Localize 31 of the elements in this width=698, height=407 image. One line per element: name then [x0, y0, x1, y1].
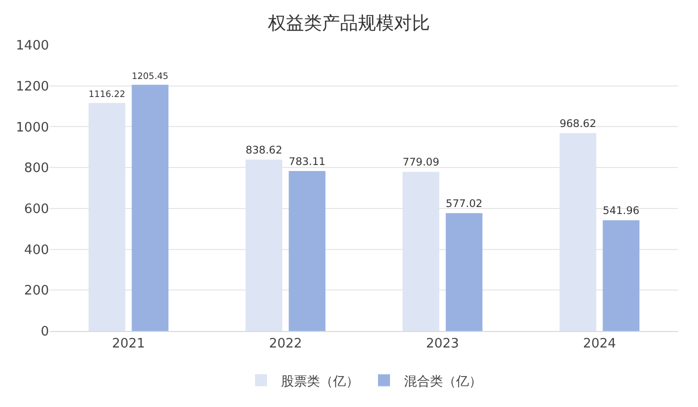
y-tick-label: 400	[24, 242, 49, 258]
data-label: 1116.22	[88, 90, 126, 100]
y-tick-label: 1400	[16, 38, 49, 54]
y-tick-label: 1200	[16, 79, 49, 94]
x-tick-label: 2024	[582, 336, 616, 352]
bar	[446, 213, 482, 331]
data-label: 577.02	[446, 198, 482, 210]
bar	[288, 171, 326, 331]
y-tick-label: 200	[24, 284, 49, 299]
data-label: 779.09	[402, 156, 440, 169]
data-label: 968.62	[560, 118, 596, 130]
bar	[88, 102, 126, 331]
data-label: 783.11	[288, 156, 326, 168]
y-tick-label: 800	[24, 161, 49, 176]
y-tick-label: 1000	[16, 120, 49, 136]
data-label: 541.96	[602, 205, 640, 218]
x-tick-label: 2023	[426, 336, 460, 352]
bar	[132, 84, 168, 331]
chart-title: 权益类产品规模对比	[267, 12, 430, 34]
x-tick-label: 2021	[112, 336, 146, 352]
data-label: 838.62	[246, 144, 282, 156]
legend-label: 混合类（亿）	[404, 374, 482, 390]
legend-label: 股票类（亿）	[281, 374, 359, 390]
bar	[246, 160, 282, 331]
x-tick-label: 2022	[268, 336, 302, 352]
data-label: 1205.45	[132, 72, 168, 82]
bar	[560, 133, 596, 331]
bar	[402, 172, 440, 331]
bar	[602, 220, 640, 331]
y-tick-label: 0	[40, 324, 49, 340]
y-tick-label: 600	[24, 202, 49, 217]
